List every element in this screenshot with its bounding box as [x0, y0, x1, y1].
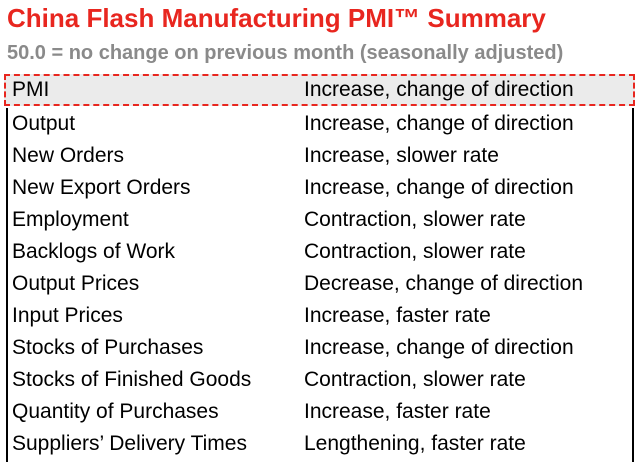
row-value: Increase, faster rate [304, 304, 491, 327]
table-row: Suppliers’ Delivery Times Lengthening, f… [8, 428, 632, 460]
row-value: Contraction, slower rate [304, 208, 526, 231]
table-row: Input Prices Increase, faster rate [8, 300, 632, 332]
row-label: Stocks of Purchases [12, 336, 204, 359]
table-row: Stocks of Purchases Increase, change of … [8, 332, 632, 364]
table-row: Quantity of Purchases Increase, faster r… [8, 396, 632, 428]
row-label: Backlogs of Work [12, 240, 176, 263]
row-value: Increase, change of direction [304, 112, 574, 135]
table-row: Output Increase, change of direction [8, 108, 632, 140]
row-label: New Export Orders [12, 176, 191, 199]
row-value: Contraction, slower rate [304, 240, 526, 263]
table-row: New Orders Increase, slower rate [8, 140, 632, 172]
row-value: Increase, change of direction [304, 176, 574, 199]
row-value: Contraction, slower rate [304, 368, 526, 391]
row-value: Increase, slower rate [304, 144, 499, 167]
row-value: Increase, faster rate [304, 400, 491, 423]
page-title: China Flash Manufacturing PMI™ Summary [7, 3, 546, 33]
row-label: Suppliers’ Delivery Times [12, 432, 247, 455]
row-label: PMI [12, 78, 50, 101]
row-label: Employment [12, 208, 129, 231]
table-row: Backlogs of Work Contraction, slower rat… [8, 236, 632, 268]
row-label: Output Prices [12, 272, 140, 295]
row-label: Output [12, 112, 76, 135]
row-label: New Orders [12, 144, 125, 167]
table-row: Output Prices Decrease, change of direct… [8, 268, 632, 300]
table-row: Employment Contraction, slower rate [8, 204, 632, 236]
row-value: Lengthening, faster rate [304, 432, 526, 455]
row-value: Increase, change of direction [304, 336, 574, 359]
row-value: Decrease, change of direction [304, 272, 583, 295]
summary-table: Output Increase, change of direction New… [6, 108, 634, 462]
table-row: Stocks of Finished Goods Contraction, sl… [8, 364, 632, 396]
row-value: Increase, change of direction [304, 78, 574, 101]
page-subtitle: 50.0 = no change on previous month (seas… [7, 42, 564, 64]
row-label: Stocks of Finished Goods [12, 368, 252, 391]
table-row-pmi-highlighted: PMI Increase, change of direction [4, 74, 635, 106]
row-label: Input Prices [12, 304, 123, 327]
row-label: Quantity of Purchases [12, 400, 219, 423]
table-row: New Export Orders Increase, change of di… [8, 172, 632, 204]
